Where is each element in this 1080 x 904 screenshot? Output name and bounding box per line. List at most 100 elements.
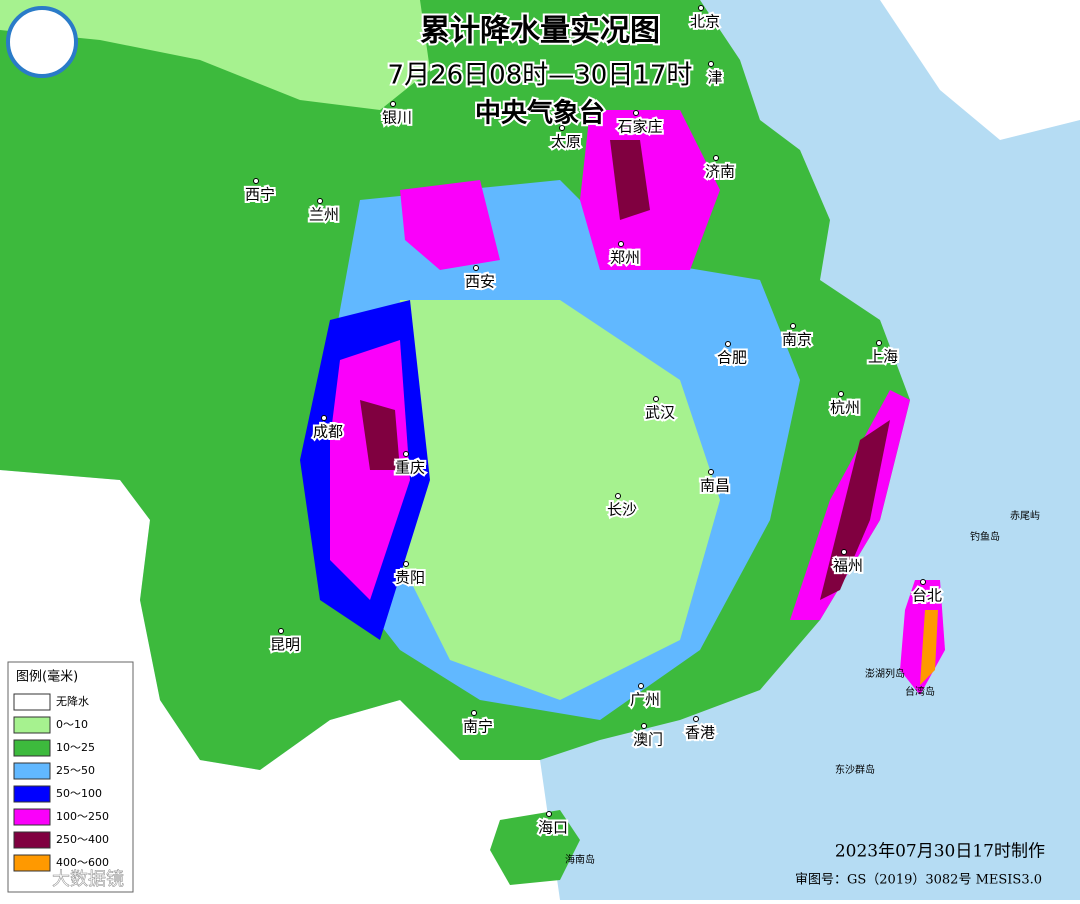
city-dot — [641, 723, 647, 729]
legend-swatch — [13, 762, 51, 780]
place-label: 赤尾屿 — [1010, 510, 1040, 522]
city-label: 杭州 — [830, 399, 860, 417]
city-dot — [725, 341, 731, 347]
city-dot — [876, 340, 882, 346]
city-dot — [473, 265, 479, 271]
city-label: 南昌 — [700, 477, 730, 495]
city-dot — [708, 469, 714, 475]
rain-zone — [360, 400, 400, 470]
city-dot — [618, 241, 624, 247]
city-dot — [708, 61, 714, 67]
city-label: 福州 — [833, 557, 863, 575]
legend-label: 50～100 — [56, 787, 102, 800]
city-label: 石家庄 — [617, 118, 662, 136]
city-label: 西宁 — [245, 186, 275, 204]
city-label: 昆明 — [270, 636, 300, 654]
legend-title: 图例(毫米) — [16, 669, 78, 685]
city-label: 武汉 — [645, 404, 675, 422]
city-dot — [546, 811, 552, 817]
city-label: 北京 — [690, 13, 720, 31]
place-label: 台湾岛 — [905, 685, 935, 698]
city-dot — [403, 451, 409, 457]
legend-swatch — [13, 716, 51, 734]
city-label: 济南 — [705, 163, 735, 181]
rain-zone — [380, 300, 720, 700]
city-dot — [841, 549, 847, 555]
legend-swatch — [13, 693, 51, 711]
city-label: 香港 — [685, 724, 715, 742]
city-label: 贵阳 — [395, 569, 425, 587]
place-label: 海南岛 — [565, 853, 595, 866]
legend-label: 400～600 — [56, 856, 109, 869]
legend-swatch — [13, 831, 51, 849]
foreign-land — [0, 470, 560, 900]
city-label: 郑州 — [610, 249, 640, 267]
city-dot — [790, 323, 796, 329]
hainan — [490, 810, 580, 885]
city-label: 台北 — [912, 587, 942, 605]
city-dot — [713, 155, 719, 161]
legend-swatch — [13, 785, 51, 803]
city-dot — [838, 391, 844, 397]
rain-zone — [400, 180, 500, 270]
rain-zone — [0, 0, 430, 110]
watermark: 大数据镜 — [52, 869, 124, 890]
city-label: 重庆 — [395, 459, 425, 477]
foreign-land — [880, 0, 1080, 140]
title: 累计降水量实况图 — [420, 14, 660, 49]
city-label: 兰州 — [309, 206, 339, 224]
city-label: 长沙 — [607, 501, 637, 519]
legend-swatch — [13, 808, 51, 826]
legend: 图例(毫米) 无降水 0～10 10～25 25～50 50～100 100～250 250～… — [7, 661, 134, 893]
city-dot — [633, 110, 639, 116]
city-label: 成都 — [313, 423, 343, 441]
city-label: 海口 — [538, 819, 568, 837]
city-dot — [321, 415, 327, 421]
city-dot — [390, 101, 396, 107]
city-label: 南宁 — [463, 718, 493, 736]
legend-swatch — [13, 854, 51, 872]
city-dot — [638, 683, 644, 689]
city-dot — [920, 579, 926, 585]
city-dot — [615, 493, 621, 499]
city-dot — [653, 396, 659, 402]
rain-zone — [920, 610, 938, 685]
city-dot — [698, 5, 704, 11]
city-dot — [317, 198, 323, 204]
city-label: 合肥 — [717, 349, 747, 367]
legend-label: 0～10 — [56, 718, 88, 731]
city-label: 银川 — [382, 109, 412, 127]
city-dot — [278, 628, 284, 634]
legend-label: 100～250 — [56, 810, 109, 823]
city-label: 上海 — [868, 348, 898, 366]
made-date: 2023年07月30日17时制作 — [835, 842, 1045, 862]
legend-label: 10～25 — [56, 741, 95, 754]
rain-zone — [610, 140, 650, 220]
logo — [6, 6, 78, 78]
city-label: 津 — [707, 69, 722, 87]
legend-swatch — [13, 739, 51, 757]
city-label: 南京 — [782, 331, 812, 349]
rain-zone — [820, 420, 890, 600]
place-label: 钓鱼岛 — [970, 530, 1000, 543]
city-dot — [253, 178, 259, 184]
place-label: 澎湖列岛 — [865, 667, 905, 680]
city-label: 澳门 — [633, 731, 663, 749]
city-dot — [693, 716, 699, 722]
legend-label: 250～400 — [56, 833, 109, 846]
issuer: 中央气象台 — [475, 98, 605, 129]
legend-label: 25～50 — [56, 764, 95, 777]
city-dot — [403, 561, 409, 567]
place-label: 东沙群岛 — [835, 763, 875, 776]
city-label: 广州 — [630, 691, 660, 709]
city-dot — [559, 125, 565, 131]
approval: 审图号：GS（2019）3082号 MESIS3.0 — [795, 873, 1042, 888]
city-label: 太原 — [551, 133, 581, 151]
city-dot — [471, 710, 477, 716]
city-label: 西安 — [465, 273, 495, 291]
legend-label: 无降水 — [56, 694, 89, 708]
